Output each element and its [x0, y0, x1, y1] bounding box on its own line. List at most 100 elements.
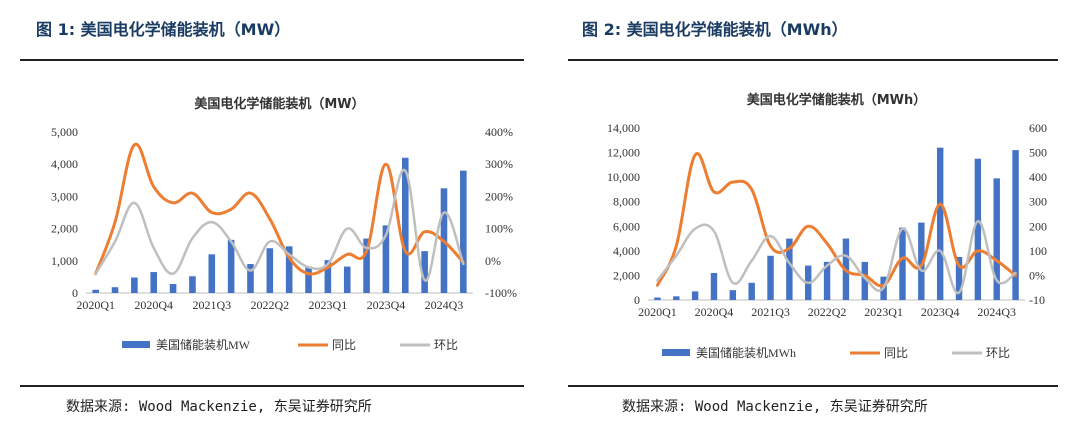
y-tick-label: 2,000 — [613, 268, 640, 282]
source-note: 数据来源: Wood Mackenzie, 东吴证券研究所 — [622, 399, 928, 415]
x-tick-label: 2024Q3 — [425, 298, 464, 312]
legend-label: 环比 — [434, 338, 458, 352]
y-tick-label: 12,000 — [607, 146, 640, 160]
y2-tick-label: 300% — [485, 157, 513, 171]
legend-label: 美国储能装机MW — [156, 337, 251, 352]
bar — [285, 246, 293, 293]
x-tick-label: 2021Q3 — [751, 305, 790, 319]
bar — [227, 239, 235, 293]
x-tick-label: 2020Q4 — [695, 305, 734, 319]
y2-tick-label: 400 — [1029, 170, 1047, 184]
y-tick-label: 3,000 — [51, 189, 78, 203]
bar — [654, 297, 661, 300]
y2-tick-label: 0% — [1029, 268, 1045, 282]
source-note: 数据来源: Wood Mackenzie, 东吴证券研究所 — [66, 399, 372, 415]
qoq-line — [94, 168, 465, 282]
bottom-rule — [20, 385, 524, 387]
bar — [918, 222, 925, 300]
x-tick-label: 2021Q3 — [192, 298, 231, 312]
y-tick-label: 14,000 — [607, 121, 640, 135]
bar — [208, 254, 216, 293]
bottom-rule — [568, 385, 1058, 387]
y2-tick-label: 300 — [1029, 195, 1047, 209]
x-tick-label: 2020Q1 — [76, 298, 115, 312]
bar — [974, 158, 982, 300]
yoy-line — [94, 142, 465, 276]
bar — [823, 261, 831, 300]
legend-label: 美国储能装机MWh — [696, 345, 796, 360]
x-tick-label: 2023Q4 — [367, 298, 406, 312]
bar — [936, 147, 944, 300]
bar — [169, 283, 177, 293]
bar — [363, 238, 370, 293]
bar — [189, 276, 196, 293]
legend-swatch — [662, 349, 690, 356]
y2-tick-label: -10 — [1029, 293, 1045, 307]
figure-caption: 图 1: 美国电化学储能装机（MW） — [36, 20, 291, 39]
y-tick-label: 0 — [634, 293, 640, 307]
bar — [247, 264, 254, 293]
y-tick-label: 4,000 — [51, 157, 78, 171]
y2-tick-label: 200% — [485, 189, 513, 203]
y2-tick-label: 400% — [485, 125, 513, 139]
yoy-line — [655, 152, 1018, 288]
y-tick-label: 1,000 — [51, 254, 78, 268]
qoq-line — [656, 220, 1017, 294]
figure-2: 图 2: 美国电化学储能装机（MWh） 美国电化学储能装机（MWh） 0 2,000… — [560, 0, 1080, 431]
bar — [324, 260, 332, 293]
bar — [1012, 150, 1019, 300]
combo-chart-mwh: 美国电化学储能装机（MWh） 0 2,000 4,000 6,000 8,000 10,00… — [607, 92, 1047, 360]
bar — [673, 296, 680, 300]
bar — [131, 277, 138, 293]
bar — [266, 248, 274, 293]
bar — [92, 289, 99, 293]
bar — [111, 287, 119, 293]
bar — [691, 291, 699, 300]
y-tick-label: 2,000 — [51, 222, 78, 236]
bar — [401, 157, 409, 293]
y-tick-label: 10,000 — [607, 170, 640, 184]
x-tick-label: 2023Q1 — [864, 305, 903, 319]
y-tick-label: 8,000 — [613, 195, 640, 209]
top-rule — [20, 59, 524, 61]
y-tick-label: 4,000 — [613, 244, 640, 258]
y2-tick-label: -100% — [485, 286, 517, 300]
bar — [955, 257, 963, 300]
x-tick-label: 2022Q2 — [250, 298, 289, 312]
y-tick-label: 5,000 — [51, 125, 78, 139]
bar — [343, 266, 351, 293]
x-tick-label: 2022Q2 — [808, 305, 847, 319]
bar — [767, 255, 774, 300]
bar — [861, 261, 868, 300]
x-tick-label: 2020Q1 — [638, 305, 677, 319]
bar — [710, 272, 718, 300]
legend-swatch — [122, 341, 150, 348]
y2-tick-label: 0% — [485, 254, 501, 268]
bar — [460, 170, 467, 293]
bar — [305, 267, 312, 293]
figure-1: 图 1: 美国电化学储能装机（MW） 美国电化学储能装机（MW） 0 1,000 2,… — [20, 20, 524, 415]
bar — [421, 251, 428, 293]
chart-title: 美国电化学储能装机（MW） — [194, 96, 364, 112]
bar — [899, 227, 906, 300]
x-tick-label: 2023Q1 — [309, 298, 348, 312]
bar — [382, 225, 390, 293]
y-tick-label: 6,000 — [613, 219, 640, 233]
y2-tick-label: 600 — [1029, 121, 1047, 135]
legend-label: 同比 — [332, 338, 356, 352]
y2-tick-label: 100% — [485, 222, 513, 236]
y-tick-label: 0 — [72, 286, 78, 300]
bar — [786, 238, 793, 300]
top-rule — [568, 59, 1058, 61]
combo-chart-mw: 美国电化学储能装机（MW） 0 1,000 2,000 3,000 4,000 5,000 -… — [51, 96, 517, 352]
x-tick-label: 2020Q4 — [134, 298, 173, 312]
chart-title: 美国电化学储能装机（MWh） — [747, 92, 927, 108]
bar — [993, 178, 1000, 300]
x-tick-label: 2023Q4 — [921, 305, 960, 319]
legend-label: 同比 — [884, 346, 908, 360]
legend-label: 环比 — [986, 346, 1010, 360]
bar — [150, 272, 158, 293]
figure-caption: 图 2: 美国电化学储能装机（MWh） — [582, 20, 848, 39]
y2-tick-label: 500 — [1029, 146, 1047, 160]
y2-tick-label: 100 — [1029, 244, 1047, 258]
